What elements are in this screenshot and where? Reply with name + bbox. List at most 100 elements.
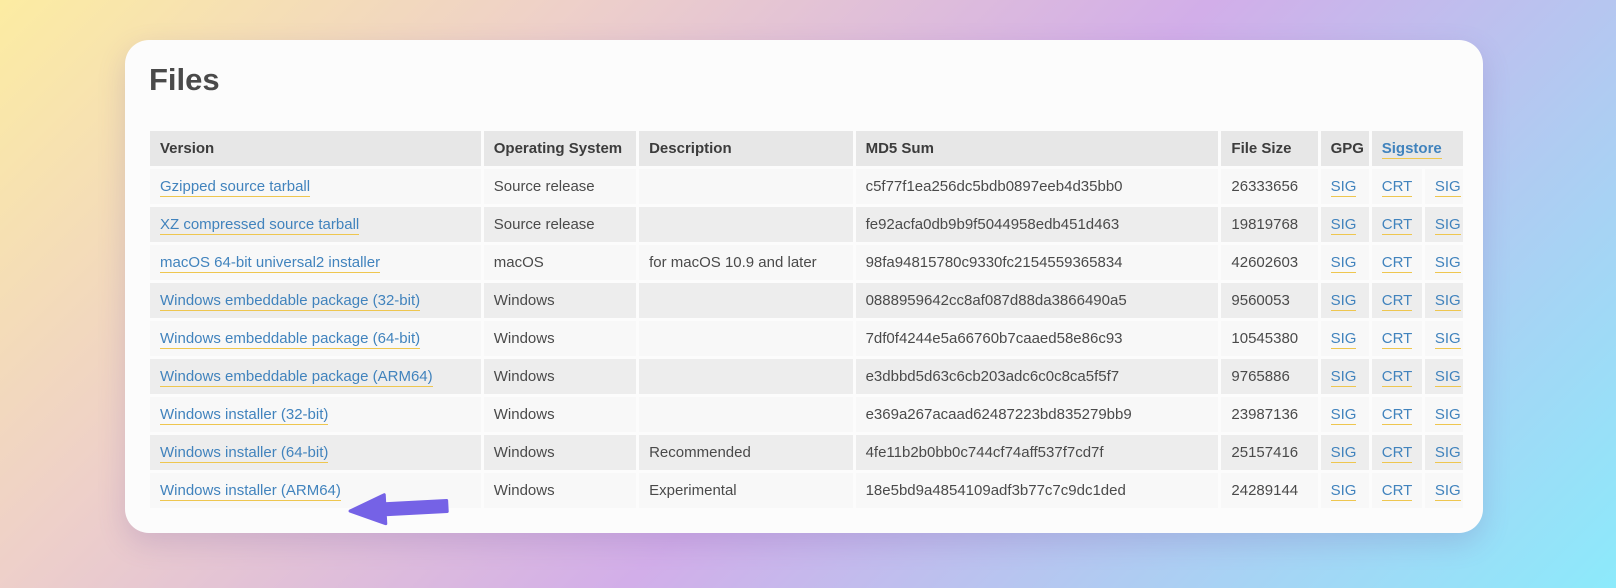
sigstore-sig-cell: SIG: [1424, 473, 1463, 508]
version-cell: Windows installer (32-bit): [150, 397, 481, 432]
sigstore-sig-cell: SIG: [1424, 245, 1463, 280]
sigstore-sig-cell: SIG: [1424, 397, 1463, 432]
gpg-cell: SIG: [1320, 473, 1369, 508]
sigstore-sig-cell: SIG: [1424, 207, 1463, 242]
md5-cell: 98fa94815780c9330fc2154559365834: [855, 245, 1219, 280]
sigstore-sig-cell: SIG: [1424, 321, 1463, 356]
file-version-link[interactable]: Gzipped source tarball: [160, 178, 311, 197]
col-header-description: Description: [639, 131, 853, 166]
md5-cell: 4fe11b2b0bb0c744cf74aff537f7cd7f: [855, 435, 1219, 470]
sigstore-sig-link[interactable]: SIG: [1434, 178, 1461, 197]
table-header-row: Version Operating System Description MD5…: [150, 131, 1463, 166]
sigstore-crt-link[interactable]: CRT: [1381, 368, 1413, 387]
description-cell: [639, 169, 853, 204]
gpg-sig-link[interactable]: SIG: [1330, 406, 1357, 425]
version-cell: Windows installer (64-bit): [150, 435, 481, 470]
table-row: Windows embeddable package (ARM64) Windo…: [150, 359, 1463, 394]
file-version-link[interactable]: Windows installer (ARM64): [160, 482, 341, 501]
description-cell: [639, 207, 853, 242]
table-row: macOS 64-bit universal2 installer macOS …: [150, 245, 1463, 280]
gpg-sig-link[interactable]: SIG: [1330, 178, 1357, 197]
gpg-sig-link[interactable]: SIG: [1330, 292, 1357, 311]
table-row: Windows installer (ARM64) Windows Experi…: [150, 473, 1463, 508]
sigstore-crt-link[interactable]: CRT: [1381, 292, 1413, 311]
file-version-link[interactable]: Windows installer (64-bit): [160, 444, 329, 463]
table-row: Windows installer (32-bit) Windows e369a…: [150, 397, 1463, 432]
sigstore-crt-cell: CRT: [1371, 435, 1422, 470]
file-version-link[interactable]: XZ compressed source tarball: [160, 216, 360, 235]
sigstore-crt-link[interactable]: CRT: [1381, 178, 1413, 197]
os-cell: Windows: [483, 473, 637, 508]
description-cell: [639, 321, 853, 356]
filesize-cell: 42602603: [1221, 245, 1318, 280]
filesize-cell: 23987136: [1221, 397, 1318, 432]
file-version-link[interactable]: Windows embeddable package (ARM64): [160, 368, 433, 387]
sigstore-sig-link[interactable]: SIG: [1434, 406, 1461, 425]
version-cell: Windows embeddable package (64-bit): [150, 321, 481, 356]
sigstore-crt-cell: CRT: [1371, 359, 1422, 394]
sigstore-sig-link[interactable]: SIG: [1434, 444, 1461, 463]
version-cell: Gzipped source tarball: [150, 169, 481, 204]
filesize-cell: 25157416: [1221, 435, 1318, 470]
sigstore-sig-link[interactable]: SIG: [1434, 216, 1461, 235]
description-cell: Experimental: [639, 473, 853, 508]
table-row: Windows installer (64-bit) Windows Recom…: [150, 435, 1463, 470]
gpg-cell: SIG: [1320, 283, 1369, 318]
col-header-version: Version: [150, 131, 481, 166]
os-cell: Source release: [483, 169, 637, 204]
sigstore-sig-link[interactable]: SIG: [1434, 254, 1461, 273]
md5-cell: 7df0f4244e5a66760b7caaed58e86c93: [855, 321, 1219, 356]
file-version-link[interactable]: Windows installer (32-bit): [160, 406, 329, 425]
gpg-cell: SIG: [1320, 321, 1369, 356]
table-row: Windows embeddable package (64-bit) Wind…: [150, 321, 1463, 356]
description-cell: Recommended: [639, 435, 853, 470]
sigstore-crt-link[interactable]: CRT: [1381, 444, 1413, 463]
md5-cell: c5f77f1ea256dc5bdb0897eeb4d35bb0: [855, 169, 1219, 204]
sigstore-crt-link[interactable]: CRT: [1381, 482, 1413, 501]
file-version-link[interactable]: Windows embeddable package (64-bit): [160, 330, 421, 349]
sigstore-crt-cell: CRT: [1371, 397, 1422, 432]
file-version-link[interactable]: Windows embeddable package (32-bit): [160, 292, 421, 311]
os-cell: Windows: [483, 321, 637, 356]
version-cell: macOS 64-bit universal2 installer: [150, 245, 481, 280]
gpg-sig-link[interactable]: SIG: [1330, 216, 1357, 235]
file-version-link[interactable]: macOS 64-bit universal2 installer: [160, 254, 381, 273]
files-card: Files Version Operating System Descripti…: [125, 40, 1483, 533]
description-cell: [639, 397, 853, 432]
sigstore-sig-link[interactable]: SIG: [1434, 292, 1461, 311]
gpg-cell: SIG: [1320, 207, 1369, 242]
gpg-sig-link[interactable]: SIG: [1330, 368, 1357, 387]
md5-cell: e3dbbd5d63c6cb203adc6c0c8ca5f5f7: [855, 359, 1219, 394]
md5-cell: 18e5bd9a4854109adf3b77c7c9dc1ded: [855, 473, 1219, 508]
gpg-cell: SIG: [1320, 435, 1369, 470]
gpg-sig-link[interactable]: SIG: [1330, 482, 1357, 501]
col-header-gpg: GPG: [1320, 131, 1369, 166]
description-cell: [639, 283, 853, 318]
gpg-cell: SIG: [1320, 359, 1369, 394]
sigstore-crt-cell: CRT: [1371, 473, 1422, 508]
files-table-body: Gzipped source tarball Source release c5…: [150, 169, 1463, 508]
gpg-sig-link[interactable]: SIG: [1330, 330, 1357, 349]
description-cell: [639, 359, 853, 394]
col-header-sigstore: Sigstore: [1371, 131, 1463, 166]
sigstore-crt-link[interactable]: CRT: [1381, 330, 1413, 349]
gpg-sig-link[interactable]: SIG: [1330, 254, 1357, 273]
gpg-cell: SIG: [1320, 245, 1369, 280]
sigstore-sig-cell: SIG: [1424, 169, 1463, 204]
version-cell: Windows embeddable package (ARM64): [150, 359, 481, 394]
sigstore-crt-link[interactable]: CRT: [1381, 406, 1413, 425]
sigstore-crt-link[interactable]: CRT: [1381, 254, 1413, 273]
sigstore-crt-cell: CRT: [1371, 283, 1422, 318]
sigstore-crt-link[interactable]: CRT: [1381, 216, 1413, 235]
gpg-sig-link[interactable]: SIG: [1330, 444, 1357, 463]
table-row: XZ compressed source tarball Source rele…: [150, 207, 1463, 242]
sigstore-sig-link[interactable]: SIG: [1434, 368, 1461, 387]
version-cell: XZ compressed source tarball: [150, 207, 481, 242]
description-cell: for macOS 10.9 and later: [639, 245, 853, 280]
sigstore-sig-link[interactable]: SIG: [1434, 482, 1461, 501]
gpg-cell: SIG: [1320, 169, 1369, 204]
version-cell: Windows embeddable package (32-bit): [150, 283, 481, 318]
sigstore-sig-link[interactable]: SIG: [1434, 330, 1461, 349]
col-header-filesize: File Size: [1221, 131, 1318, 166]
sigstore-header-link[interactable]: Sigstore: [1381, 140, 1442, 159]
